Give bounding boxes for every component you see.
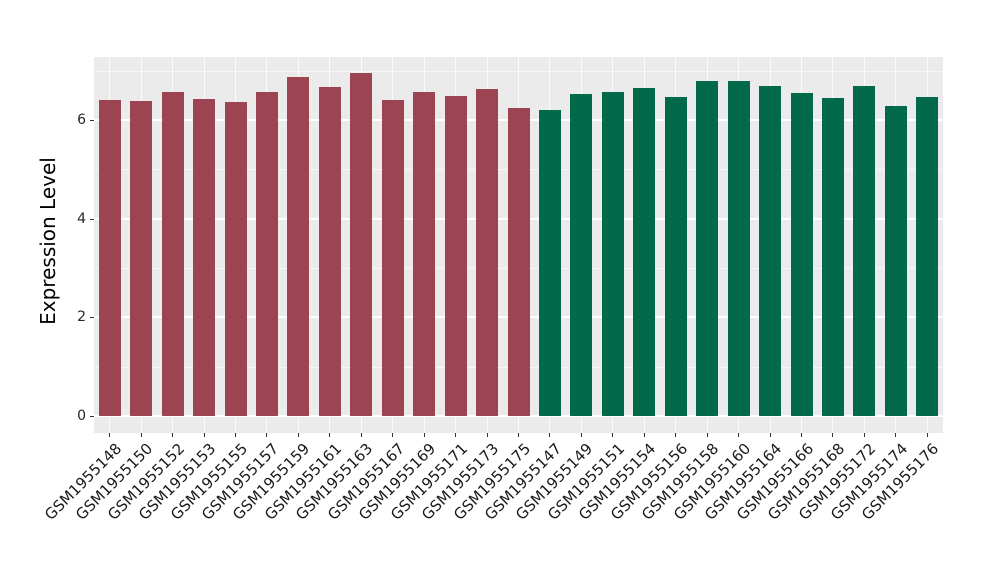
x-tick-mark — [392, 433, 394, 437]
x-tick-mark — [109, 433, 111, 437]
y-tick-mark — [90, 218, 94, 220]
bar-GSM1955174 — [884, 105, 907, 416]
x-tick-mark — [329, 433, 331, 437]
x-tick-mark — [518, 433, 519, 437]
y-tick-mark — [90, 416, 94, 417]
bar-GSM1955175 — [507, 108, 530, 416]
x-tick-mark — [455, 433, 457, 437]
bar-GSM1955173 — [476, 89, 499, 416]
x-tick-mark — [832, 433, 834, 437]
bar-GSM1955163 — [350, 73, 373, 416]
bar-GSM1955156 — [664, 96, 687, 416]
bar-GSM1955151 — [601, 92, 624, 416]
bar-GSM1955155 — [224, 102, 247, 416]
x-tick-mark — [643, 433, 645, 437]
bar-GSM1955152 — [161, 92, 184, 416]
x-tick-mark — [172, 433, 174, 437]
bar-GSM1955148 — [98, 100, 121, 416]
bar-GSM1955147 — [538, 110, 561, 416]
bar-GSM1955167 — [381, 99, 404, 416]
bar-GSM1955154 — [633, 88, 656, 416]
bar-GSM1955168 — [821, 98, 844, 416]
x-tick-mark — [266, 433, 268, 437]
x-tick-mark — [895, 433, 897, 437]
bar-GSM1955158 — [696, 81, 719, 416]
bar-GSM1955176 — [916, 97, 939, 416]
y-axis-tick-label: 6 — [77, 112, 86, 129]
x-tick-mark — [612, 433, 614, 437]
bar-GSM1955149 — [570, 94, 593, 416]
x-tick-mark — [297, 433, 299, 437]
x-tick-mark — [738, 433, 740, 437]
y-tick-mark — [90, 120, 94, 122]
y-axis-tick-label: 4 — [77, 210, 86, 227]
bar-GSM1955153 — [193, 99, 216, 416]
bar-GSM1955166 — [790, 92, 813, 416]
bar-GSM1955150 — [130, 101, 153, 416]
x-tick-mark — [706, 433, 708, 437]
x-tick-mark — [486, 433, 488, 437]
x-tick-mark — [675, 433, 677, 437]
y-axis-tick-label: 2 — [77, 309, 86, 326]
x-tick-mark — [423, 433, 425, 437]
x-tick-mark — [801, 433, 802, 437]
bar-GSM1955172 — [853, 85, 876, 416]
x-tick-mark — [580, 433, 582, 437]
bar-GSM1955161 — [318, 87, 341, 416]
bar-GSM1955157 — [255, 92, 278, 416]
x-tick-mark — [863, 433, 865, 437]
y-tick-mark — [90, 317, 94, 319]
y-axis-tick-label: 0 — [77, 408, 86, 424]
x-tick-mark — [926, 433, 928, 437]
bar-GSM1955160 — [727, 81, 750, 416]
x-tick-mark — [360, 433, 362, 437]
bar-GSM1955171 — [444, 95, 467, 416]
x-tick-mark — [140, 433, 142, 437]
bar-GSM1955169 — [413, 92, 436, 416]
bar-GSM1955159 — [287, 76, 310, 416]
x-tick-mark — [769, 433, 771, 437]
x-tick-mark — [235, 433, 236, 437]
bar-GSM1955164 — [759, 86, 782, 416]
x-tick-mark — [203, 433, 205, 437]
y-axis-title: Expression Level — [36, 157, 60, 325]
x-tick-mark — [549, 433, 551, 437]
